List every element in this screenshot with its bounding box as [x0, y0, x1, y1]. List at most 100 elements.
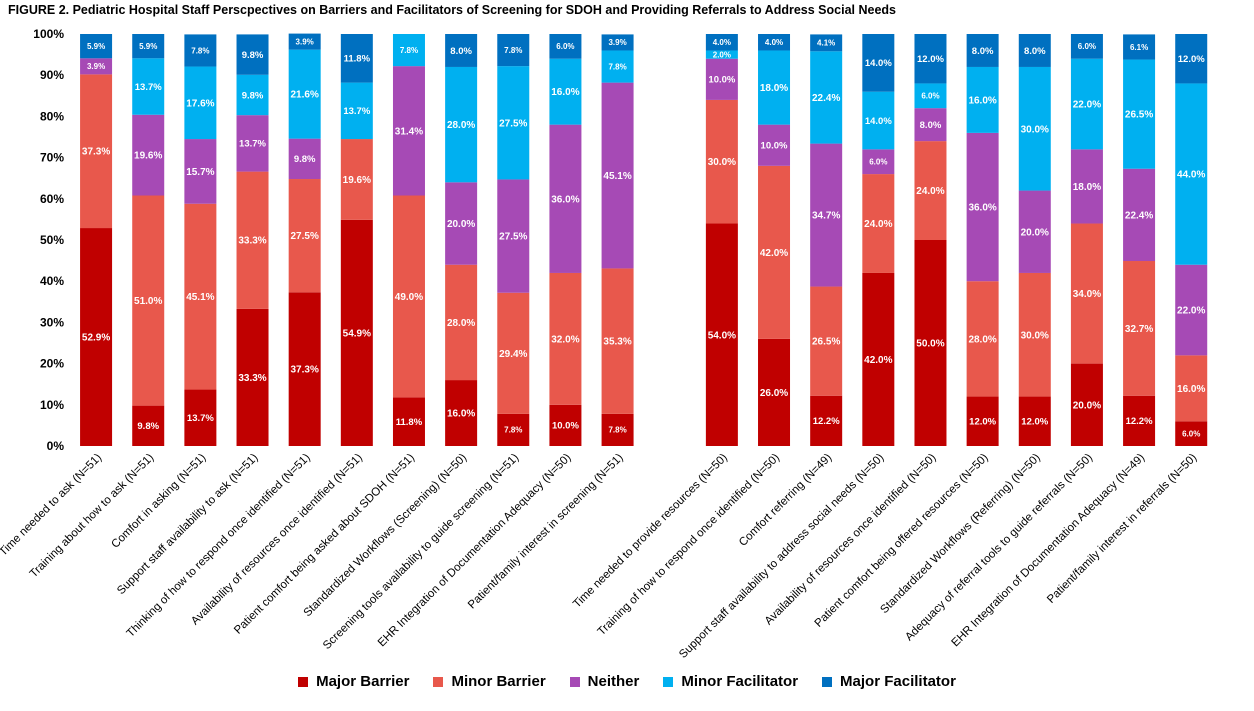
data-label: 37.3% — [82, 147, 110, 158]
bar-segment — [497, 66, 530, 180]
bar-segment — [392, 397, 425, 446]
data-label: 6.0% — [556, 42, 574, 51]
data-label: 19.6% — [343, 175, 371, 186]
bar-segment — [1175, 355, 1208, 422]
bar-segment — [392, 34, 425, 67]
bar-segment — [1175, 83, 1208, 265]
data-label: 3.9% — [87, 62, 105, 71]
data-label: 30.0% — [1021, 330, 1049, 341]
bar-segment — [914, 108, 947, 142]
y-tick-label: 60% — [40, 192, 64, 206]
legend-item: Neither — [569, 673, 640, 690]
bar-segment — [549, 124, 582, 273]
data-label: 4.0% — [765, 38, 783, 47]
bar-segment — [1175, 34, 1208, 84]
y-axis: 0% 10% 20% 30% 40% 50% 60% 70% 80% 90% 100% — [33, 27, 64, 453]
data-label: 3.9% — [608, 38, 626, 47]
legend-item: Minor Facilitator — [663, 673, 798, 690]
bar-segment — [288, 138, 321, 180]
bar-segment — [862, 174, 895, 273]
data-label: 27.5% — [499, 118, 527, 129]
data-label: 2.0% — [713, 50, 731, 59]
y-tick-label: 80% — [40, 109, 64, 123]
data-label: 9.8% — [242, 50, 264, 61]
bar-segment — [80, 74, 113, 229]
bar-segment — [132, 114, 165, 196]
data-label: 11.8% — [344, 54, 371, 65]
data-label: 54.0% — [708, 330, 736, 341]
data-label: 8.0% — [920, 120, 942, 131]
data-label: 36.0% — [968, 203, 996, 214]
data-label: 37.3% — [290, 365, 318, 376]
bar-segment — [1123, 59, 1156, 169]
data-label: 6.0% — [921, 92, 939, 101]
data-label: 6.0% — [1182, 429, 1200, 438]
bar-segment — [758, 165, 791, 339]
bar-segment — [862, 91, 895, 150]
bar-segment — [1175, 421, 1208, 446]
data-label: 33.3% — [238, 236, 266, 247]
data-label: 26.5% — [1125, 110, 1153, 121]
data-label: 20.0% — [1021, 227, 1049, 238]
bar-segment — [1018, 396, 1051, 446]
data-label: 11.8% — [396, 417, 423, 428]
bar-segment — [288, 179, 321, 293]
bar-segment — [601, 413, 634, 446]
bar-segment — [705, 50, 738, 59]
data-label: 12.0% — [917, 54, 944, 65]
legend-label: Neither — [587, 673, 640, 690]
data-label: 20.0% — [1073, 400, 1101, 411]
bar-segment — [601, 34, 634, 51]
data-label: 26.0% — [760, 388, 788, 399]
x-category-label: Support staff availability to address so… — [677, 452, 886, 661]
data-label: 12.2% — [1126, 416, 1153, 427]
data-label: 22.0% — [1073, 100, 1101, 111]
bar-segment — [705, 223, 738, 446]
data-label: 16.0% — [551, 87, 579, 98]
data-label: 7.8% — [504, 426, 522, 435]
bar-segment — [184, 66, 217, 140]
bar-segment — [236, 171, 269, 309]
bar-segment — [445, 182, 478, 265]
data-label: 30.0% — [1021, 124, 1049, 135]
bar-segment — [236, 115, 269, 172]
data-label: 9.8% — [294, 154, 316, 165]
legend-swatch — [298, 676, 309, 687]
bar-segment — [132, 58, 165, 115]
x-category-label: Training of how to respond once identifi… — [596, 452, 783, 639]
data-label: 7.8% — [400, 46, 418, 55]
data-label: 10.0% — [552, 421, 579, 432]
y-tick-label: 30% — [40, 315, 64, 329]
legend-item: Major Facilitator — [822, 673, 956, 690]
bar-segment — [601, 268, 634, 414]
data-label: 17.6% — [186, 98, 214, 109]
bar-segment — [966, 34, 999, 67]
legend-label: Minor Facilitator — [681, 673, 799, 690]
bar-segment — [758, 124, 791, 166]
data-label: 8.0% — [972, 46, 994, 57]
x-category-label: EHR Integration of Documentation Adequac… — [376, 452, 574, 650]
bar-segment — [236, 34, 269, 75]
data-label: 10.0% — [708, 75, 735, 86]
data-label: 16.0% — [968, 95, 996, 106]
x-category-label: Screening tools availability to guide sc… — [321, 452, 521, 652]
bar-segment — [132, 405, 165, 446]
data-label: 8.0% — [1024, 46, 1046, 57]
legend-label: Major Barrier — [316, 673, 410, 690]
data-label: 28.0% — [447, 120, 475, 131]
bar-segment — [340, 34, 373, 83]
data-label: 22.4% — [1125, 210, 1153, 221]
legend-swatch — [663, 676, 674, 687]
bar-segment — [80, 34, 113, 59]
bar-segment — [1018, 190, 1051, 273]
x-category-label: Thinking of how to respond once identifi… — [125, 452, 313, 640]
bar-segment — [914, 34, 947, 84]
legend-item: Minor Barrier — [433, 673, 546, 690]
legend-swatch — [433, 676, 444, 687]
bar-segment — [705, 34, 738, 51]
data-label: 13.7% — [239, 139, 266, 150]
bar-segment — [340, 219, 373, 446]
data-label: 42.0% — [864, 355, 892, 366]
y-tick-label: 40% — [40, 274, 64, 288]
bar-segment — [497, 34, 530, 67]
